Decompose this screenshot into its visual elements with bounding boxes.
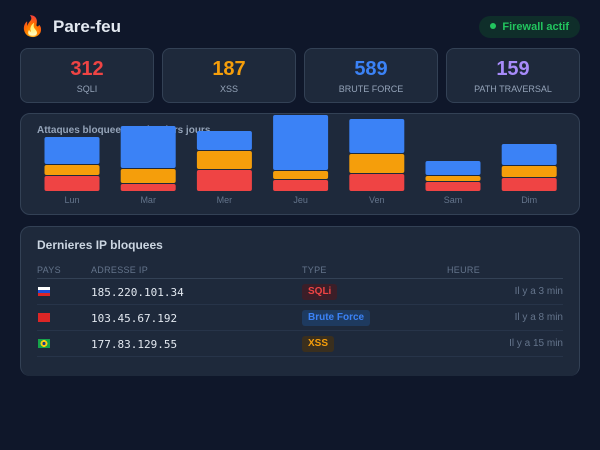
ip-address: 103.45.67.192 — [91, 312, 178, 325]
attack-type-badge: Brute Force — [302, 310, 371, 326]
column-header-ip: ADRESSE IP — [91, 265, 149, 275]
table-row[interactable]: 185.220.101.34 SQLi Il y a 3 min — [37, 279, 563, 305]
russia-flag-icon — [38, 287, 50, 296]
bar-segment-mer-2 — [196, 131, 252, 150]
x-tick-label: Jeu — [293, 195, 308, 205]
x-tick-label: Sam — [444, 195, 463, 205]
china-flag-icon — [38, 313, 50, 322]
bar-segment-sam-2 — [425, 161, 481, 175]
x-tick-label: Mar — [140, 195, 156, 205]
stat-card-brute-force: 589 BRUTE FORCE — [304, 48, 438, 103]
stat-value: 159 — [496, 58, 530, 80]
bar-segment-jeu-1 — [273, 171, 329, 179]
bar-segment-lun-2 — [44, 137, 100, 164]
column-header-time: HEURE — [447, 265, 481, 275]
bar-segment-mar-1 — [120, 169, 176, 183]
x-tick-label: Mer — [217, 195, 233, 205]
stat-value: 187 — [212, 58, 246, 80]
stats-row: 312 SQLI 187 XSS 589 BRUTE FORCE 159 PATH TR… — [20, 48, 580, 103]
bar-segment-mer-0 — [196, 170, 252, 191]
bar-segment-dim-1 — [501, 166, 557, 177]
x-tick-label: Ven — [369, 195, 385, 205]
bar-segment-dim-0 — [501, 178, 557, 191]
brazil-flag-icon — [38, 339, 50, 348]
bar-segment-lun-0 — [44, 176, 100, 191]
column-header-country: PAYS — [37, 265, 61, 275]
bar-segment-dim-2 — [501, 144, 557, 165]
stat-card-xss: 187 XSS — [162, 48, 296, 103]
stacked-bar-chart: Lun Mar Mer Jeu Ven Sam Dim — [44, 115, 557, 205]
status-text: Firewall actif — [502, 21, 569, 33]
bar-segment-sam-0 — [425, 182, 481, 191]
page-title: Pare-feu — [53, 17, 122, 36]
stat-label: BRUTE FORCE — [338, 84, 404, 94]
bar-segment-mer-1 — [196, 151, 252, 169]
stat-value: 589 — [354, 58, 388, 80]
header-divider — [37, 278, 563, 279]
blocked-time: Il y a 8 min — [514, 312, 563, 323]
x-tick-label: Lun — [64, 195, 79, 205]
stat-label: PATH TRAVERSAL — [474, 84, 552, 94]
attack-type-badge: SQLi — [302, 284, 338, 300]
ip-address: 177.83.129.55 — [91, 338, 178, 351]
stat-value: 312 — [70, 58, 104, 80]
table-row[interactable]: 103.45.67.192 Brute Force Il y a 8 min — [37, 305, 563, 331]
stat-label: XSS — [219, 84, 238, 94]
bar-segment-ven-2 — [349, 119, 405, 153]
bar-segment-jeu-2 — [273, 115, 329, 170]
attacks-chart-card: Attaques bloquees - 7 derniers jours Lun… — [20, 113, 580, 215]
x-tick-label: Dim — [521, 195, 537, 205]
bar-segment-sam-1 — [425, 176, 481, 181]
fire-icon: 🔥 — [20, 16, 45, 38]
stat-card-path-traversal: 159 PATH TRAVERSAL — [446, 48, 580, 103]
ip-address: 185.220.101.34 — [91, 286, 184, 299]
column-header-type: TYPE — [302, 265, 327, 275]
blocked-ip-table: Dernieres IP bloquees PAYS ADRESSE IP TY… — [20, 226, 580, 376]
attack-type-badge: XSS — [302, 336, 335, 352]
blocked-time: Il y a 15 min — [509, 338, 563, 349]
table-title: Dernieres IP bloquees — [37, 238, 163, 252]
header: 🔥 Pare-feu Firewall actif — [20, 14, 580, 40]
bar-segment-ven-0 — [349, 174, 405, 191]
bar-segment-ven-1 — [349, 154, 405, 173]
bar-segment-mar-0 — [120, 184, 176, 191]
bar-segment-lun-1 — [44, 165, 100, 175]
blocked-time: Il y a 3 min — [514, 286, 563, 297]
table-row[interactable]: 177.83.129.55 XSS Il y a 15 min — [37, 331, 563, 357]
bar-segment-mar-2 — [120, 126, 176, 168]
status-badge: Firewall actif — [479, 16, 580, 38]
stat-card-sqli: 312 SQLI — [20, 48, 154, 103]
bar-segment-jeu-0 — [273, 180, 329, 191]
stat-label: SQLI — [76, 84, 98, 94]
status-dot-icon — [490, 23, 497, 29]
